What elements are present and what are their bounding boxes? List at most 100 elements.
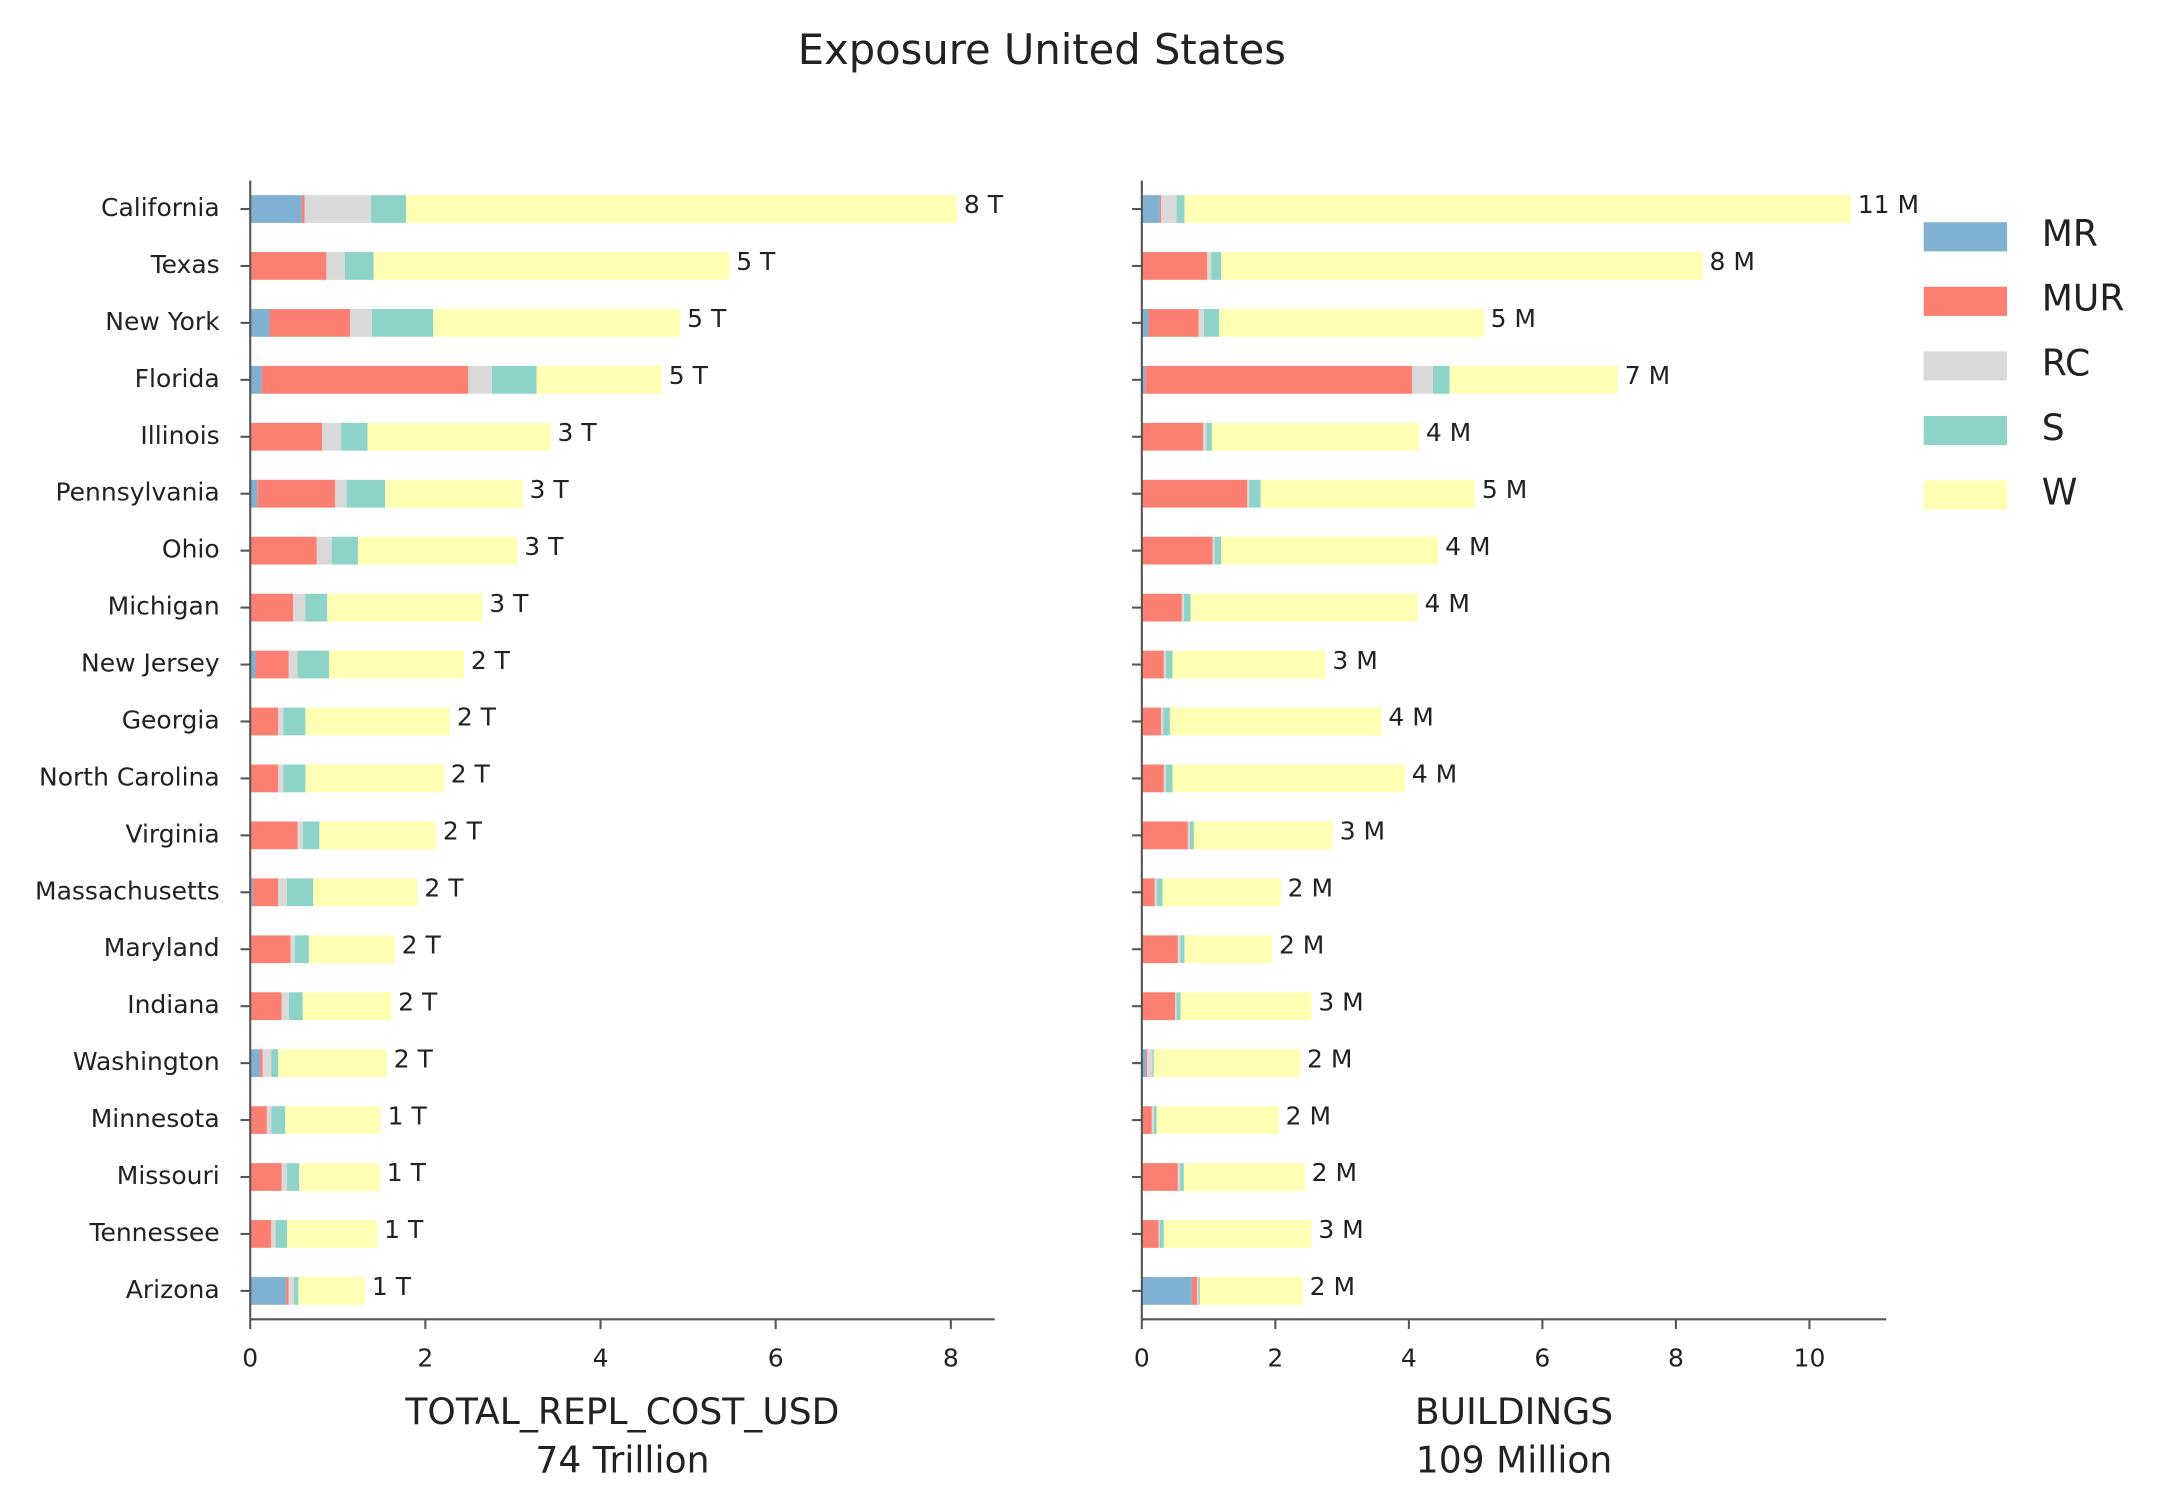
bar-segment	[287, 1220, 378, 1248]
bar-segment	[290, 935, 295, 964]
total-label: 2 T	[451, 760, 491, 789]
total-label: 2 M	[1279, 930, 1324, 959]
x-tick-label: 4	[593, 1344, 609, 1373]
bar-segment	[1158, 1220, 1160, 1248]
legend-label: W	[2042, 470, 2078, 513]
x-tick-label: 8	[943, 1344, 959, 1373]
bar-segment	[1193, 821, 1333, 850]
total-label: 11 M	[1858, 190, 1919, 219]
total-label: 5 M	[1482, 475, 1527, 504]
bar-segment	[1183, 593, 1191, 622]
bar-segment	[1157, 878, 1163, 907]
bar-segment	[1221, 536, 1439, 565]
total-label: 2 T	[457, 703, 497, 732]
legend-label: MUR	[2042, 277, 2125, 320]
legend-swatch	[1923, 222, 2008, 252]
bar-segment	[491, 365, 537, 394]
legend-label: S	[2042, 406, 2065, 449]
bar-segment	[281, 992, 289, 1021]
bar-segment	[1159, 195, 1162, 223]
bar-segment	[278, 764, 284, 793]
bar-segment	[1161, 707, 1164, 736]
total-label: 5 T	[687, 304, 727, 333]
bar-segment	[250, 1276, 287, 1305]
bar-segment	[1141, 195, 1160, 223]
bar-segment	[1247, 479, 1250, 508]
bar-segment	[294, 935, 309, 964]
total-label: 2 T	[443, 817, 483, 846]
y-tick-label: Maryland	[104, 933, 220, 962]
bar-segment	[257, 479, 336, 508]
bar-segment	[1203, 309, 1220, 337]
bar-segment	[1190, 593, 1418, 622]
x-tick-label: 0	[1134, 1344, 1150, 1373]
bar-segment	[288, 650, 298, 679]
bar-segment	[1141, 593, 1182, 622]
bar-segment	[1141, 707, 1162, 736]
bar-segment	[250, 1220, 272, 1248]
bar-segment	[1154, 878, 1158, 907]
total-label: 3 T	[558, 418, 598, 447]
x-axis-label: TOTAL_REPL_COST_USD	[404, 1390, 839, 1433]
y-tick-label: Tennessee	[88, 1218, 219, 1247]
bar-segment	[1177, 935, 1181, 964]
legend-swatch	[1923, 480, 2008, 510]
bar-segment	[367, 422, 551, 451]
legend-swatch	[1923, 415, 2008, 446]
bar-segment	[298, 1276, 365, 1305]
total-label: 1 T	[384, 1215, 424, 1244]
bar-segment	[1432, 365, 1450, 394]
bar-segment	[250, 365, 262, 394]
bar-segment	[1141, 821, 1188, 850]
bar-segment	[271, 1220, 276, 1248]
bar-segment	[304, 195, 372, 223]
bar-segment	[1141, 1220, 1159, 1248]
bar-segment	[373, 252, 730, 280]
total-label: 2 T	[471, 646, 511, 675]
bar-segment	[1162, 878, 1281, 907]
bar-segment	[287, 1163, 300, 1191]
total-label: 3 M	[1332, 646, 1377, 675]
legend-swatch	[1923, 286, 2008, 316]
bar-segment	[357, 536, 518, 565]
bar-segment	[271, 1106, 286, 1134]
y-tick-label: Texas	[150, 250, 220, 279]
bar-segment	[1198, 309, 1204, 337]
total-label: 4 M	[1445, 532, 1490, 561]
bar-segment	[288, 1276, 295, 1305]
bar-segment	[1152, 1049, 1154, 1078]
y-tick-label: Ohio	[162, 535, 220, 564]
bar-segment	[1169, 707, 1382, 736]
total-label: 1 T	[387, 1158, 427, 1187]
x-tick-label: 6	[1534, 1344, 1550, 1373]
bar-segment	[350, 309, 372, 337]
bar-segment	[1163, 1220, 1312, 1248]
x-axis-label: BUILDINGS	[1415, 1390, 1613, 1433]
bar-segment	[1141, 878, 1155, 907]
bar-segment	[1180, 935, 1185, 964]
y-tick-label: New Jersey	[81, 649, 220, 678]
bar-segment	[1141, 252, 1208, 280]
bar-segment	[1203, 422, 1207, 451]
total-label: 5 T	[669, 361, 709, 390]
bar-segment	[288, 992, 303, 1021]
bar-segment	[1187, 821, 1190, 850]
bar-segment	[1214, 536, 1222, 565]
y-tick-label: Massachusetts	[35, 876, 220, 905]
bar-segment	[299, 1163, 380, 1191]
total-label: 8 T	[964, 190, 1004, 219]
bar-segment	[468, 365, 492, 394]
y-tick-label: Pennsylvania	[56, 478, 220, 507]
bar-segment	[261, 365, 469, 394]
bar-segment	[1161, 195, 1177, 223]
bar-segment	[250, 309, 270, 337]
y-tick-label: Virginia	[125, 819, 219, 848]
legend-swatch	[1923, 351, 2008, 381]
bar-segment	[536, 365, 662, 394]
bar-segment	[1159, 1220, 1164, 1248]
x-tick-label: 6	[768, 1344, 784, 1373]
total-label: 3 M	[1318, 1215, 1363, 1244]
bar-segment	[281, 1163, 288, 1191]
total-label: 3 T	[489, 589, 529, 618]
bar-segment	[1141, 1106, 1152, 1134]
